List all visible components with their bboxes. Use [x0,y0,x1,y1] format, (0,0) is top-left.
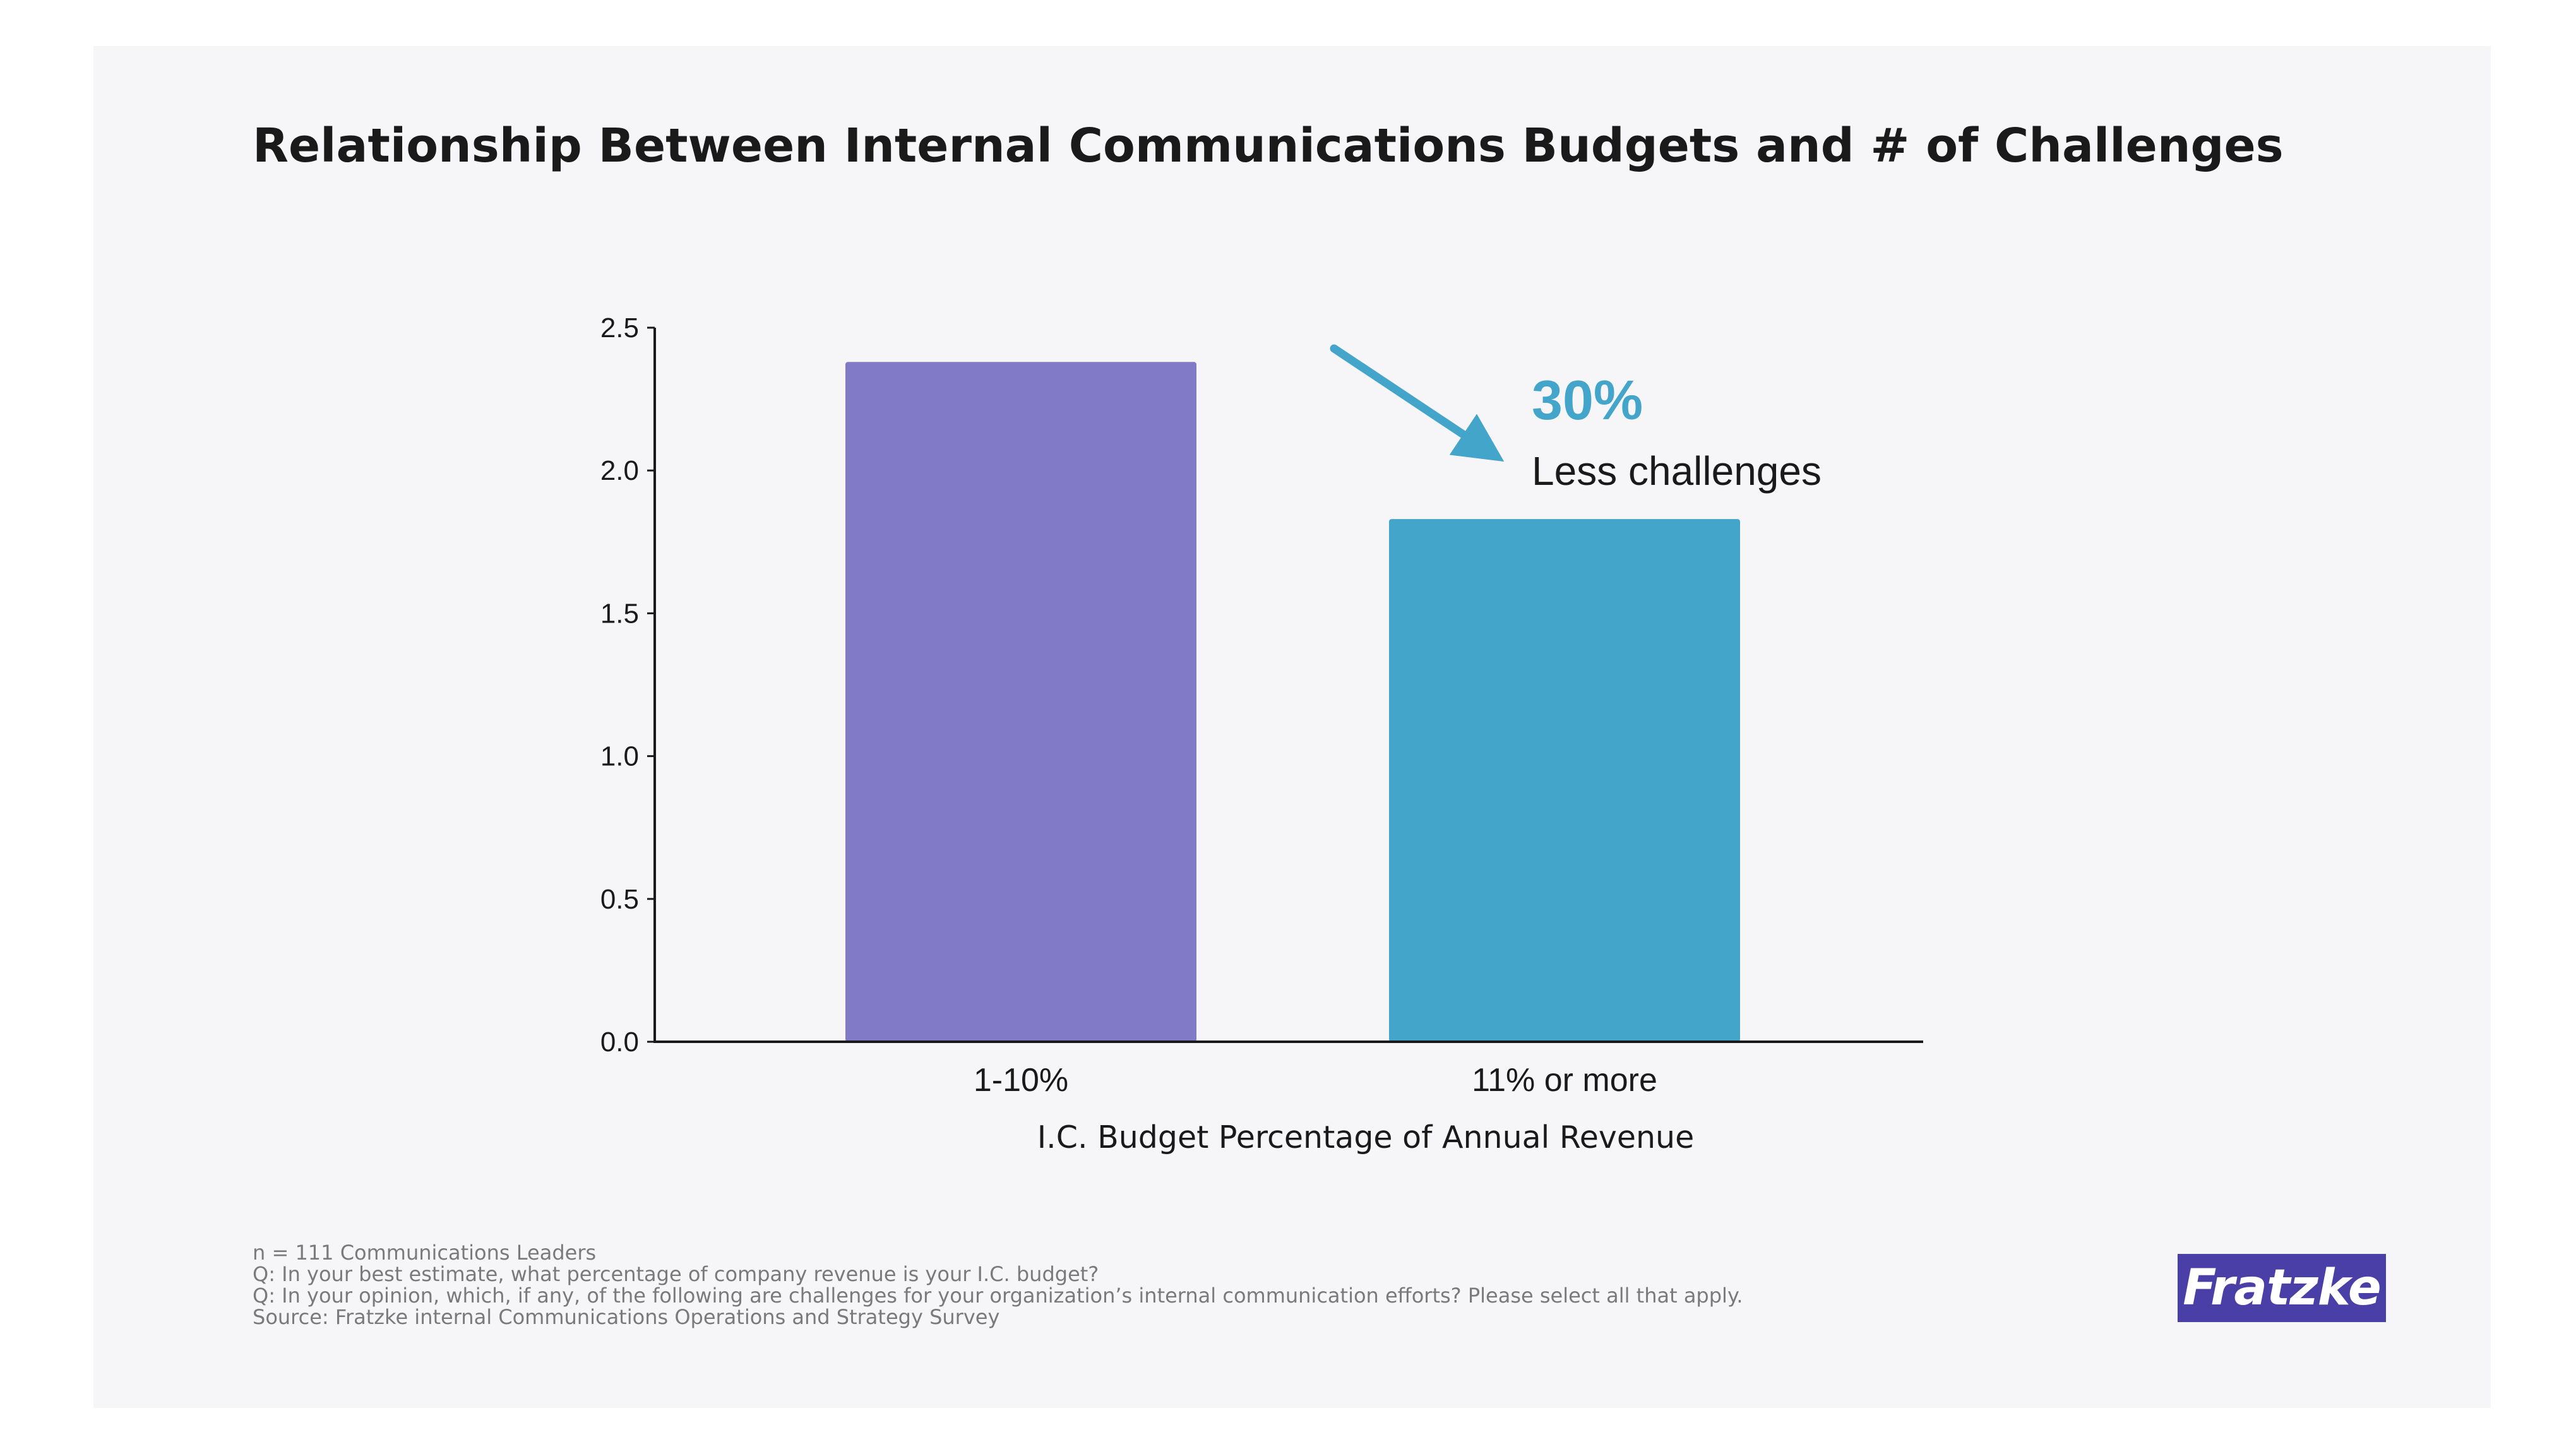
y-tick-label: 1.5 [600,598,639,629]
y-tick-label: 1.0 [600,741,639,772]
bars [845,362,1740,1042]
y-tick-label: 0.0 [600,1027,639,1058]
down-right-arrow-icon [1330,344,1505,462]
chart-card [93,46,2491,1408]
y-axis-ticks: 0.0 0.5 1.0 1.5 2.0 2.5 [600,313,655,1058]
annotation-percent: 30% [1532,369,1643,431]
logo-text: Fratzke [2183,1260,2381,1316]
fratzke-logo: Fratzke [2178,1254,2386,1322]
x-category-label: 11% or more [1472,1062,1657,1099]
y-tick-label: 2.0 [600,455,639,486]
y-tick-label: 2.5 [600,313,639,343]
bar-2 [1389,519,1740,1042]
x-axis-label: I.C. Budget Percentage of Annual Revenue [1037,1119,1695,1155]
footnote-question-1: Q: In your best estimate, what percentag… [253,1262,1099,1286]
chart-title: Relationship Between Internal Communicat… [253,119,2284,173]
footnotes: n = 111 Communications Leaders Q: In you… [253,1242,1743,1328]
bar-1 [845,362,1196,1042]
footnote-sample-size: n = 111 Communications Leaders [253,1241,597,1265]
footnote-question-2: Q: In your opinion, which, if any, of th… [253,1284,1743,1308]
y-tick-label: 0.5 [600,884,639,915]
x-category-label: 1-10% [974,1062,1068,1099]
footnote-source: Source: Fratzke internal Communications … [253,1305,1000,1329]
annotation-text: Less challenges [1532,448,1822,494]
x-axis-categories: 1-10% 11% or more [974,1062,1657,1099]
